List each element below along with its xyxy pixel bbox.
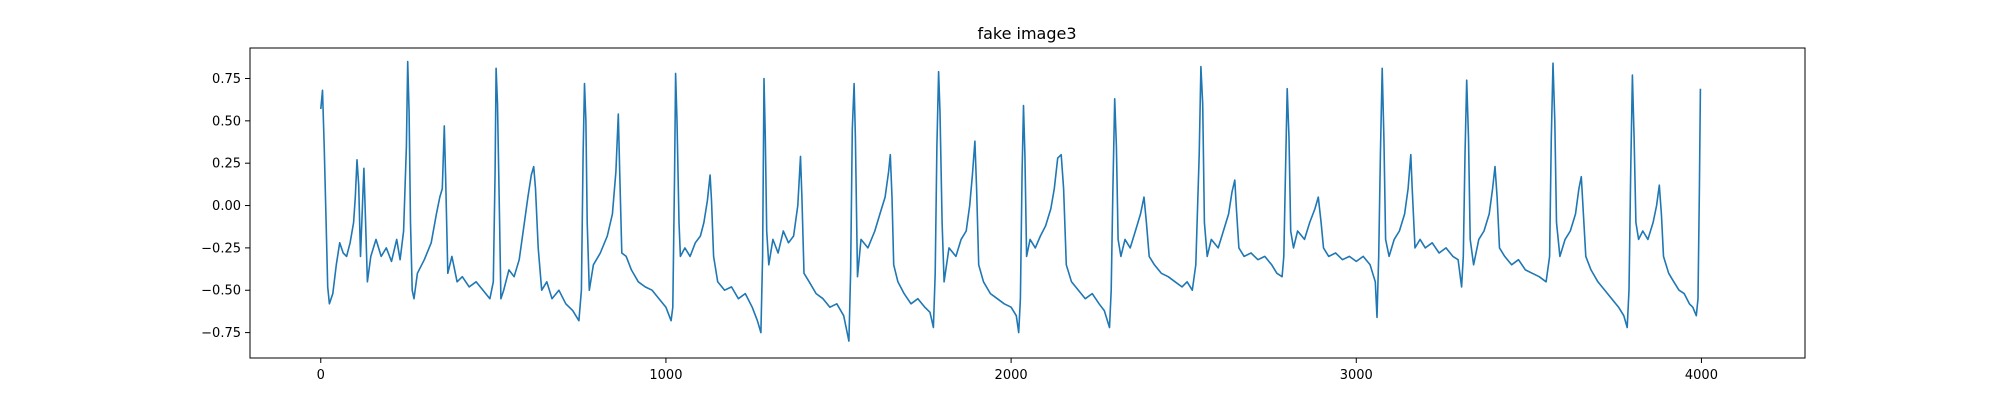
x-tick-label: 3000: [1340, 368, 1373, 383]
plot-frame: [249, 47, 1806, 359]
y-tick-label: −0.50: [201, 284, 241, 299]
y-tick-label: 0.00: [212, 199, 241, 214]
series-line-0: [320, 60, 1702, 342]
y-tick-label: −0.75: [201, 326, 241, 341]
x-tick-label: 1000: [649, 368, 682, 383]
x-tick-label: 4000: [1685, 368, 1718, 383]
y-tick-label: 0.75: [212, 72, 241, 87]
x-axis: 0 1000 2000 3000 4000: [317, 358, 1718, 383]
y-tick-label: 0.50: [212, 114, 241, 129]
y-tick-label: −0.25: [201, 241, 241, 256]
y-tick-label: 0.25: [212, 157, 241, 172]
x-tick-label: 0: [317, 368, 325, 383]
plot-area: [320, 60, 1702, 342]
y-axis: −0.75 −0.50 −0.25 0.00 0.25 0.50 0.75: [201, 72, 250, 341]
chart-title: fake image3: [977, 24, 1076, 43]
x-tick-label: 2000: [995, 368, 1028, 383]
